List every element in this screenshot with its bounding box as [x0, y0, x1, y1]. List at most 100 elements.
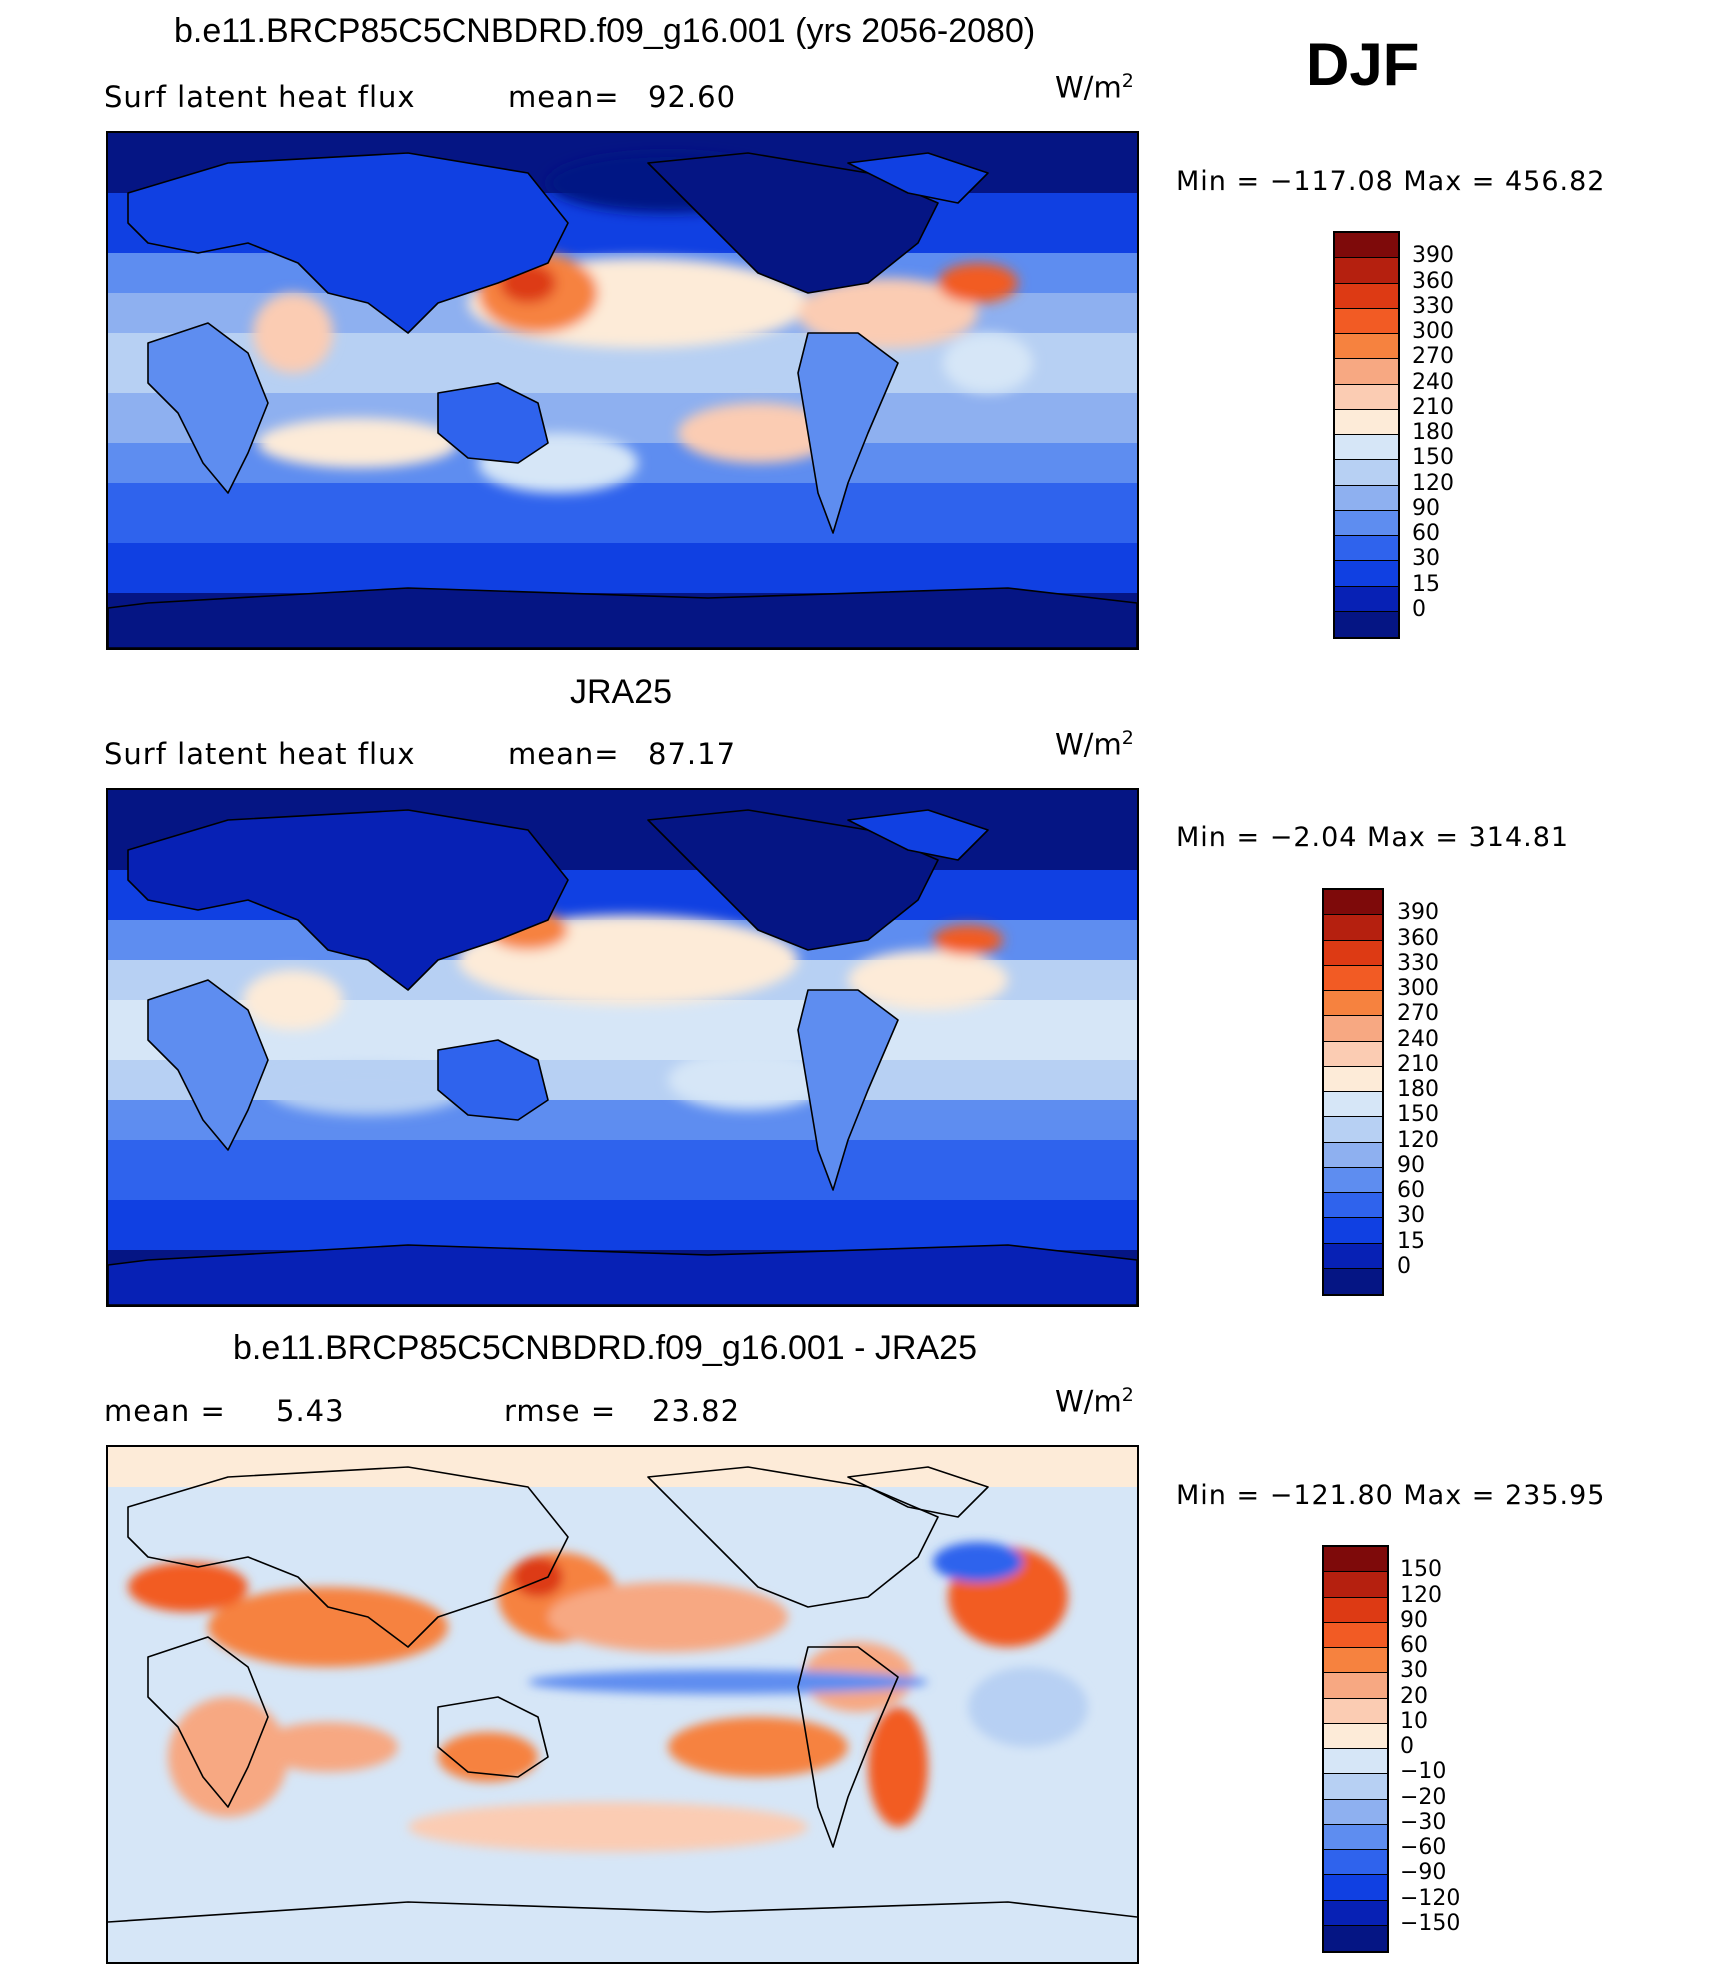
panel1-colorbar [1333, 231, 1400, 639]
colorbar-tick-label: 390 [1412, 243, 1454, 269]
colorbar-tick-label: −120 [1400, 1885, 1461, 1911]
colorbar-swatch [1324, 1142, 1382, 1168]
colorbar-tick-label: 210 [1412, 394, 1454, 420]
colorbar-swatch [1335, 510, 1398, 536]
colorbar-tick-label: 90 [1400, 1607, 1428, 1633]
colorbar-swatch [1335, 460, 1398, 486]
panel3-colorbar-ticks: 150 120 90 60 30 20 10 0 −10 −20 −30 −60 −90 −120 −150 [1400, 1545, 1490, 1953]
colorbar-swatch [1324, 915, 1382, 941]
colorbar-swatch [1335, 359, 1398, 385]
colorbar-tick-label: −90 [1400, 1860, 1447, 1886]
colorbar-tick-label: 360 [1397, 925, 1439, 951]
colorbar-swatch [1324, 1698, 1387, 1724]
colorbar-tick-label: 15 [1412, 571, 1440, 597]
colorbar-tick-label: 150 [1400, 1557, 1442, 1583]
panel2-mean-value: 87.17 [648, 737, 737, 771]
colorbar-swatch [1324, 991, 1382, 1017]
colorbar-swatch [1324, 1597, 1387, 1623]
colorbar-tick-label: 90 [1412, 495, 1440, 521]
colorbar-tick-label: 120 [1400, 1582, 1442, 1608]
panel2-colorbar-ticks: 390 360 330 300 270 240 210 180 150 120 90 60 30 15 0 [1397, 888, 1477, 1296]
colorbar-tick-label: −150 [1400, 1910, 1461, 1936]
colorbar-tick-label: 60 [1412, 521, 1440, 546]
panel2-colorbar [1322, 888, 1384, 1296]
colorbar-swatch [1324, 1117, 1382, 1143]
colorbar-swatch [1335, 485, 1398, 511]
panel3-rmse-value: 23.82 [652, 1394, 741, 1428]
colorbar-tick-label: 300 [1397, 976, 1439, 1001]
colorbar-tick-label: 0 [1400, 1734, 1414, 1759]
colorbar-tick-label: 330 [1412, 293, 1454, 319]
colorbar-swatch [1324, 1774, 1387, 1800]
colorbar-swatch [1324, 1875, 1387, 1901]
colorbar-tick-label: −30 [1400, 1809, 1447, 1835]
panel1-mean-label: mean= [508, 80, 620, 114]
colorbar-tick-label: 30 [1397, 1203, 1425, 1229]
panel1-minmax: Min = −117.08 Max = 456.82 [1176, 166, 1606, 197]
colorbar-tick-label: 60 [1400, 1633, 1428, 1658]
colorbar-swatch [1335, 586, 1398, 612]
panel1-title: b.e11.BRCP85C5CNBDRD.f09_g16.001 (yrs 20… [174, 12, 1036, 50]
colorbar-swatch [1324, 1547, 1387, 1573]
colorbar-swatch [1324, 940, 1382, 966]
colorbar-swatch [1324, 1850, 1387, 1876]
colorbar-swatch [1335, 561, 1398, 587]
colorbar-swatch [1324, 1016, 1382, 1042]
colorbar-tick-label: 360 [1412, 268, 1454, 294]
colorbar-tick-label: 150 [1412, 445, 1454, 471]
colorbar-tick-label: 300 [1412, 319, 1454, 344]
colorbar-swatch [1324, 1622, 1387, 1648]
colorbar-swatch [1324, 1572, 1387, 1598]
colorbar-swatch [1324, 1092, 1382, 1118]
season-label: DJF [1306, 31, 1420, 98]
colorbar-swatch [1324, 1799, 1387, 1825]
panel2-title: JRA25 [570, 673, 673, 711]
colorbar-tick-label: 10 [1400, 1708, 1428, 1734]
panel2-units: W/m2 [1055, 727, 1134, 762]
panel1-map [106, 131, 1139, 650]
colorbar-swatch [1324, 1749, 1387, 1775]
colorbar-tick-label: 30 [1412, 546, 1440, 572]
colorbar-swatch [1324, 1824, 1387, 1850]
colorbar-tick-label: 90 [1397, 1152, 1425, 1178]
colorbar-tick-label: 30 [1400, 1658, 1428, 1684]
colorbar-tick-label: 180 [1397, 1077, 1439, 1102]
panel3-rmse-label: rmse = [504, 1394, 617, 1428]
panel3-units: W/m2 [1055, 1384, 1134, 1419]
colorbar-swatch [1324, 965, 1382, 991]
colorbar-swatch [1324, 1167, 1382, 1193]
colorbar-swatch [1324, 1925, 1387, 1951]
colorbar-swatch [1324, 1193, 1382, 1219]
colorbar-swatch [1335, 409, 1398, 435]
colorbar-tick-label: 120 [1412, 470, 1454, 496]
colorbar-tick-label: 0 [1397, 1253, 1411, 1279]
colorbar-swatch [1335, 308, 1398, 334]
panel2-minmax: Min = −2.04 Max = 314.81 [1176, 822, 1570, 853]
colorbar-swatch [1335, 233, 1398, 259]
colorbar-tick-label: 15 [1397, 1228, 1425, 1254]
colorbar-tick-label: 150 [1397, 1102, 1439, 1128]
colorbar-swatch [1324, 1648, 1387, 1674]
colorbar-swatch [1335, 611, 1398, 637]
panel2-variable-label: Surf latent heat flux [104, 737, 416, 771]
colorbar-tick-label: 390 [1397, 900, 1439, 926]
panel1-colorbar-ticks: 390 360 330 300 270 240 210 180 150 120 90 60 30 15 0 [1412, 231, 1492, 639]
panel3-map [106, 1445, 1139, 1964]
colorbar-swatch [1324, 1041, 1382, 1067]
colorbar-swatch [1324, 1243, 1382, 1269]
colorbar-tick-label: 270 [1397, 1001, 1439, 1027]
colorbar-swatch [1335, 334, 1398, 360]
colorbar-tick-label: 120 [1397, 1127, 1439, 1153]
colorbar-swatch [1324, 1723, 1387, 1749]
panel1-units: W/m2 [1055, 70, 1134, 105]
panel3-mean-value: 5.43 [276, 1394, 345, 1428]
colorbar-tick-label: 240 [1412, 369, 1454, 395]
panel2-map [106, 788, 1139, 1307]
colorbar-swatch [1335, 258, 1398, 284]
colorbar-swatch [1324, 1066, 1382, 1092]
panel3-colorbar [1322, 1545, 1389, 1953]
colorbar-swatch [1335, 536, 1398, 562]
colorbar-tick-label: 240 [1397, 1026, 1439, 1052]
panel2-mean-label: mean= [508, 737, 620, 771]
colorbar-tick-label: 60 [1397, 1178, 1425, 1203]
